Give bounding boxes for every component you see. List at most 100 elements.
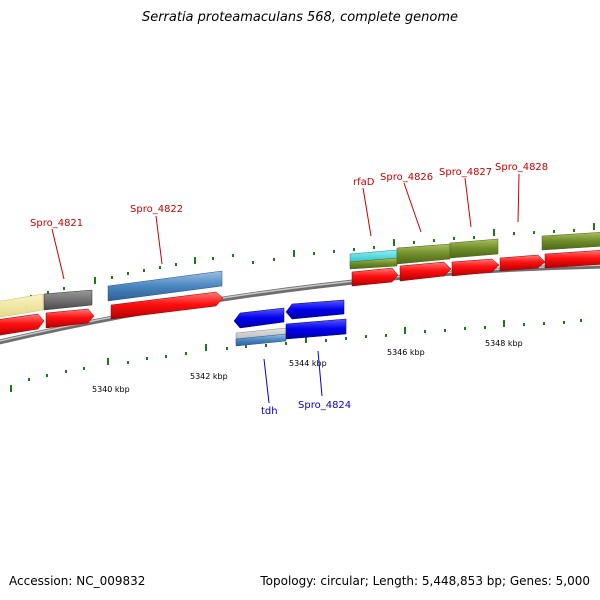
- inner-tick: [484, 326, 486, 329]
- topology-label: Topology: circular; Length: 5,448,853 bp…: [260, 574, 590, 588]
- outer-tick-major: [293, 250, 295, 257]
- inner-tick: [245, 345, 247, 348]
- outer-tick: [453, 237, 455, 240]
- outer-tick: [573, 229, 575, 232]
- inner-tick: [46, 374, 48, 377]
- cds-arrow-tdh[interactable]: [233, 307, 285, 329]
- inner-tick-major: [107, 358, 109, 365]
- cds-arrow-spro-4824[interactable]: [285, 299, 345, 320]
- outer-tick: [143, 269, 145, 272]
- cds-arrow[interactable]: [110, 291, 224, 320]
- outer-tick: [252, 261, 254, 264]
- cds-arrow[interactable]: [351, 267, 399, 287]
- map-title: Serratia proteamaculans 568, complete ge…: [141, 10, 459, 25]
- gene-bar-left-khaki[interactable]: [0, 293, 44, 318]
- inner-tick: [265, 344, 267, 347]
- outer-tick: [513, 232, 515, 235]
- reverse-cds-arrows: [233, 299, 345, 329]
- gene-bar-spro-4821[interactable]: [43, 289, 93, 311]
- cds-arrow[interactable]: [451, 258, 500, 277]
- gene-bar-rfad-lower[interactable]: [349, 257, 398, 270]
- leader-spro-4827: [464, 177, 472, 228]
- inner-tick: [127, 361, 129, 364]
- gene-label-spro-4827[interactable]: Spro_4827: [439, 167, 492, 178]
- forward-gene-bars: [0, 232, 600, 318]
- gene-label-spro-4824[interactable]: Spro_4824: [298, 400, 351, 411]
- coord-label-5348: 5348 kbp: [485, 339, 523, 348]
- leader-spro-4824: [317, 350, 323, 397]
- inner-tick-major: [205, 344, 207, 351]
- coord-label-5340: 5340 kbp: [92, 385, 130, 394]
- inner-tick-major: [503, 320, 505, 327]
- inner-tick: [444, 329, 446, 332]
- cds-arrow[interactable]: [544, 250, 600, 269]
- coord-label-5342: 5342 kbp: [190, 372, 228, 381]
- inner-tick: [83, 367, 85, 370]
- leader-tdh: [263, 358, 270, 404]
- outer-tick: [127, 272, 129, 275]
- inner-tick: [464, 327, 466, 330]
- outer-tick: [273, 258, 275, 261]
- outer-tick: [175, 263, 177, 266]
- gene-bar-spro-4824[interactable]: [285, 318, 347, 340]
- gene-bar-spro-4822[interactable]: [107, 270, 223, 302]
- gene-label-spro-4826[interactable]: Spro_4826: [380, 172, 433, 183]
- gene-bar-spro-4828-right[interactable]: [541, 232, 600, 251]
- gene-label-spro-4821[interactable]: Spro_4821: [30, 218, 83, 229]
- inner-tick: [65, 370, 67, 373]
- outer-tick: [111, 276, 113, 279]
- inner-tick-ring: [10, 319, 582, 392]
- outer-tick-major: [493, 229, 495, 236]
- outer-tick: [473, 236, 475, 239]
- inner-tick: [580, 319, 582, 322]
- reverse-gene-bars: [235, 318, 347, 347]
- gene-label-tdh[interactable]: tdh: [261, 406, 278, 417]
- cds-arrow[interactable]: [0, 313, 45, 336]
- outer-tick: [159, 266, 161, 269]
- leader-spro-4828: [517, 173, 520, 223]
- gene-bar-spro-4827[interactable]: [449, 238, 499, 259]
- inner-tick: [185, 352, 187, 355]
- leader-spro-4822: [155, 215, 163, 265]
- accession-label: Accession: NC_009832: [9, 574, 146, 588]
- outer-tick: [212, 257, 214, 260]
- inner-tick-major: [10, 385, 12, 392]
- outer-tick: [353, 248, 355, 251]
- leader-spro-4821: [51, 228, 65, 280]
- outer-tick: [433, 239, 435, 242]
- inner-tick: [424, 330, 426, 333]
- leader-rfad: [362, 187, 372, 237]
- forward-cds-arrows: [0, 250, 600, 336]
- gene-label-spro-4822[interactable]: Spro_4822: [130, 204, 183, 215]
- gene-bar-tdh-lower[interactable]: [235, 333, 287, 347]
- cds-arrow[interactable]: [399, 261, 452, 282]
- outer-tick-major: [94, 277, 96, 284]
- coord-label-5346: 5346 kbp: [387, 348, 425, 357]
- gene-bar-spro-4826[interactable]: [396, 243, 451, 265]
- inner-tick: [28, 378, 30, 381]
- outer-tick: [333, 250, 335, 253]
- gene-label-spro-4828[interactable]: Spro_4828: [495, 162, 548, 173]
- outer-tick: [373, 246, 375, 249]
- inner-tick: [563, 321, 565, 324]
- outer-tick: [313, 252, 315, 255]
- label-leaders: [51, 173, 520, 404]
- inner-tick: [345, 337, 347, 340]
- outer-tick-major: [593, 223, 595, 230]
- outer-tick-major: [194, 257, 196, 264]
- inner-tick: [365, 335, 367, 338]
- inner-tick: [385, 334, 387, 337]
- gene-label-rfad[interactable]: rfaD: [353, 177, 375, 188]
- outer-tick: [47, 291, 49, 294]
- outer-tick: [63, 287, 65, 290]
- inner-tick-major: [305, 336, 307, 343]
- leader-spro-4826: [403, 182, 422, 233]
- inner-tick: [543, 322, 545, 325]
- coord-label-5344: 5344 kbp: [289, 359, 327, 368]
- outer-tick: [413, 241, 415, 244]
- inner-tick: [325, 339, 327, 342]
- cds-arrow[interactable]: [499, 254, 546, 272]
- outer-tick: [232, 254, 234, 257]
- cds-arrow[interactable]: [45, 308, 95, 329]
